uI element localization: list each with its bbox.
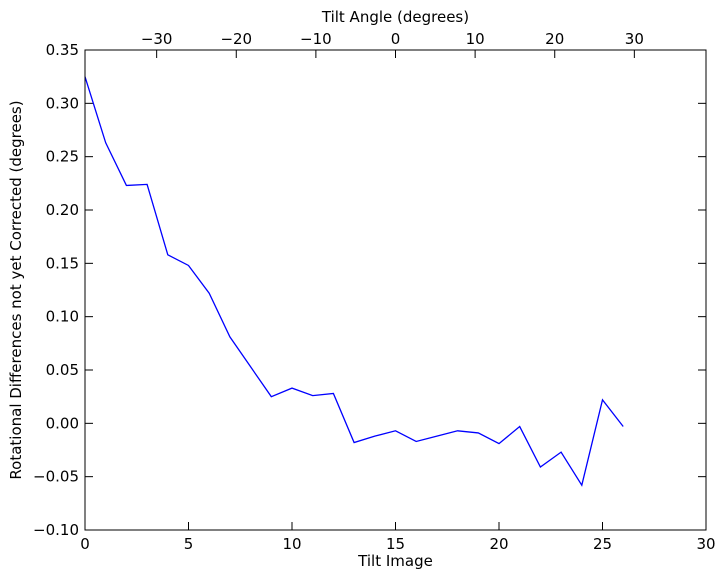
series-line: [84, 76, 624, 487]
y-tick-label: 0.35: [46, 41, 79, 59]
y-tick-label: 0.10: [46, 308, 79, 326]
axis-ticks: [84, 49, 707, 531]
top-x-tick-label: 20: [545, 30, 564, 48]
x-tick-label: 5: [184, 535, 194, 553]
y-axis-title: Rotational Differences not yet Corrected…: [7, 100, 25, 479]
top-x-tick-label: −20: [220, 30, 252, 48]
y-tick-label: 0.30: [46, 94, 79, 112]
tick-labels: 0 5 10 15 20 25 30 −0.10 −0.05 0.00 0.05 0.10 0.15 0.…: [33, 30, 716, 553]
plot-frame: [84, 49, 707, 531]
series-layer: [84, 76, 624, 487]
y-tick-label: 0.00: [46, 414, 79, 432]
top-x-tick-label: 30: [625, 30, 644, 48]
plot-area: [85, 50, 706, 530]
x-tick-label: 30: [696, 535, 715, 553]
y-tick-label: 0.20: [46, 201, 79, 219]
x-tick-label: 20: [489, 535, 508, 553]
y-tick-label: −0.10: [33, 521, 79, 539]
top-x-tick-label: 10: [466, 30, 485, 48]
x-axis-title: Tilt Image: [357, 552, 433, 570]
top-x-tick-label: 0: [391, 30, 401, 48]
x-tick-label: 25: [593, 535, 612, 553]
x-tick-label: 0: [80, 535, 90, 553]
y-tick-label: 0.25: [46, 148, 79, 166]
top-x-tick-label: −10: [300, 30, 332, 48]
y-tick-label: 0.15: [46, 254, 79, 272]
y-tick-label: 0.05: [46, 361, 79, 379]
x-tick-label: 10: [282, 535, 301, 553]
x-tick-label: 15: [386, 535, 405, 553]
top-x-axis-title: Tilt Angle (degrees): [321, 8, 469, 26]
y-tick-label: −0.05: [33, 468, 79, 486]
top-x-tick-label: −30: [141, 30, 173, 48]
